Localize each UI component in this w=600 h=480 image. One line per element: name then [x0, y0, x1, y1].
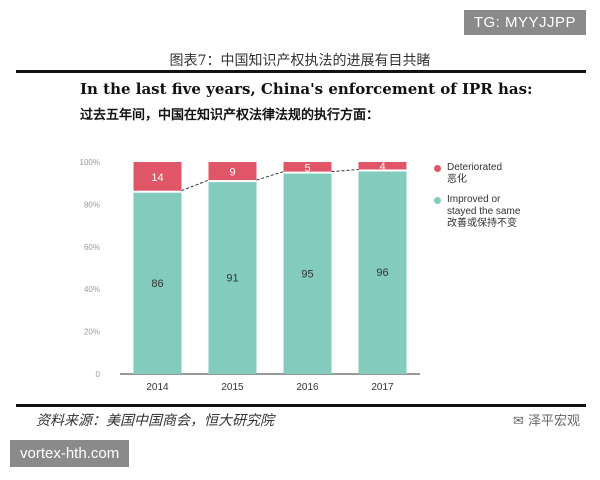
- chat-icon: ✉: [512, 414, 524, 429]
- data-label-improved: 91: [226, 273, 238, 285]
- bar-separator: [358, 169, 407, 172]
- source-note: 资料来源：美国中国商会，恒大研究院: [36, 413, 274, 429]
- data-label-deteriorated: 5: [304, 162, 310, 174]
- legend-swatch: [434, 197, 441, 204]
- data-label-deteriorated: 14: [151, 172, 163, 184]
- x-tick-label: 2015: [221, 382, 244, 393]
- bottom-rule: [16, 404, 586, 407]
- y-tick-label: 60%: [84, 243, 100, 252]
- bar-deteriorated: [133, 162, 182, 191]
- bar-separator: [133, 190, 182, 193]
- logo-text: 泽平宏观: [527, 414, 580, 429]
- watermark-tag-bottom: vortex-hth.com: [10, 440, 130, 467]
- bar-separator: [283, 171, 332, 174]
- legend-label: Deteriorated: [447, 162, 503, 173]
- heading-english: In the last five years, China's enforcem…: [80, 80, 533, 98]
- legend-label: 恶化: [447, 174, 467, 185]
- x-tick-label: 2017: [371, 382, 394, 393]
- bar-separator: [208, 180, 257, 183]
- data-label-deteriorated: 4: [379, 161, 385, 173]
- legend-label: 改善或保持不变: [447, 218, 517, 229]
- heading-chinese: 过去五年间，中国在知识产权法律法规的执行方面：: [80, 108, 380, 123]
- watermark-tag-top: TG: MYYJJPP: [463, 10, 586, 35]
- logo-watermark: ✉ 泽平宏观: [513, 410, 580, 429]
- bar-improved: [208, 181, 257, 374]
- top-rule: [16, 70, 586, 73]
- bar-deteriorated: [283, 162, 332, 172]
- legend-label: stayed the same: [447, 206, 521, 217]
- y-tick-label: 100%: [80, 158, 100, 167]
- y-tick-label: 80%: [84, 200, 100, 209]
- trend-line-segment: [331, 168, 359, 173]
- bar-improved: [133, 191, 182, 374]
- data-label-improved: 95: [301, 268, 313, 280]
- bar-improved: [358, 170, 407, 374]
- data-label-improved: 86: [151, 278, 163, 290]
- legend-swatch: [434, 165, 441, 172]
- data-label-deteriorated: 9: [229, 167, 235, 179]
- legend-label: Improved or: [447, 194, 501, 205]
- data-label-improved: 96: [376, 267, 388, 279]
- bar-improved: [283, 172, 332, 374]
- y-tick-label: 40%: [84, 285, 100, 294]
- trend-line-segment: [256, 171, 284, 181]
- bar-deteriorated: [208, 162, 257, 181]
- figure-title: 图表7：中国知识产权执法的进展有目共睹: [169, 53, 431, 69]
- x-tick-label: 2014: [146, 382, 169, 393]
- y-tick-label: 20%: [84, 328, 100, 337]
- trend-line-segment: [181, 179, 209, 192]
- x-tick-label: 2016: [296, 382, 319, 393]
- y-tick-label: 0: [96, 370, 101, 379]
- bar-deteriorated: [358, 162, 407, 170]
